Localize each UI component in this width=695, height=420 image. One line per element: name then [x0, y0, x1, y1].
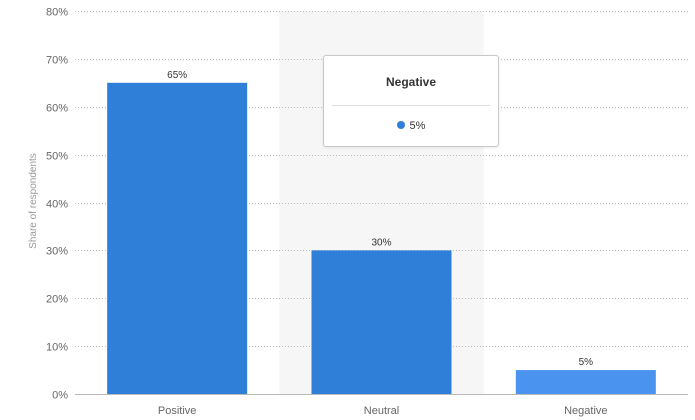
tooltip-row: 5% [324, 120, 498, 132]
tooltip: Negative 5% [323, 55, 499, 147]
bar-positive[interactable] [107, 82, 248, 394]
y-tick-label: 80% [46, 7, 68, 19]
data-label: 5% [579, 357, 594, 368]
bar-neutral[interactable] [311, 250, 452, 394]
tooltip-value: 5% [409, 120, 426, 132]
x-tick-label: Negative [564, 405, 607, 417]
tooltip-divider [332, 105, 490, 106]
x-axis-tick-labels: Positive Neutral Negative [158, 405, 608, 417]
series-dot-icon [396, 121, 405, 129]
y-tick-label: 0% [52, 390, 68, 402]
y-axis-title: Share of respondents [28, 153, 39, 249]
tooltip-title: Negative [385, 75, 437, 89]
y-tick-label: 20% [46, 294, 68, 306]
data-label: 30% [371, 237, 391, 248]
y-tick-label: 50% [46, 151, 68, 163]
y-tick-label: 10% [46, 342, 68, 354]
data-label: 65% [167, 70, 187, 81]
bars [107, 82, 656, 394]
x-tick-label: Positive [158, 405, 197, 417]
y-tick-label: 40% [46, 199, 68, 211]
bar-negative[interactable] [515, 370, 656, 394]
y-axis-tick-labels: 0% 10% 20% 30% 40% 50% 60% 70% 80% [46, 7, 68, 402]
y-tick-label: 30% [46, 246, 68, 258]
y-tick-label: 70% [46, 55, 68, 67]
x-tick-label: Neutral [364, 405, 399, 417]
y-tick-label: 60% [46, 103, 68, 115]
data-labels: 65% 30% 5% [167, 70, 593, 368]
